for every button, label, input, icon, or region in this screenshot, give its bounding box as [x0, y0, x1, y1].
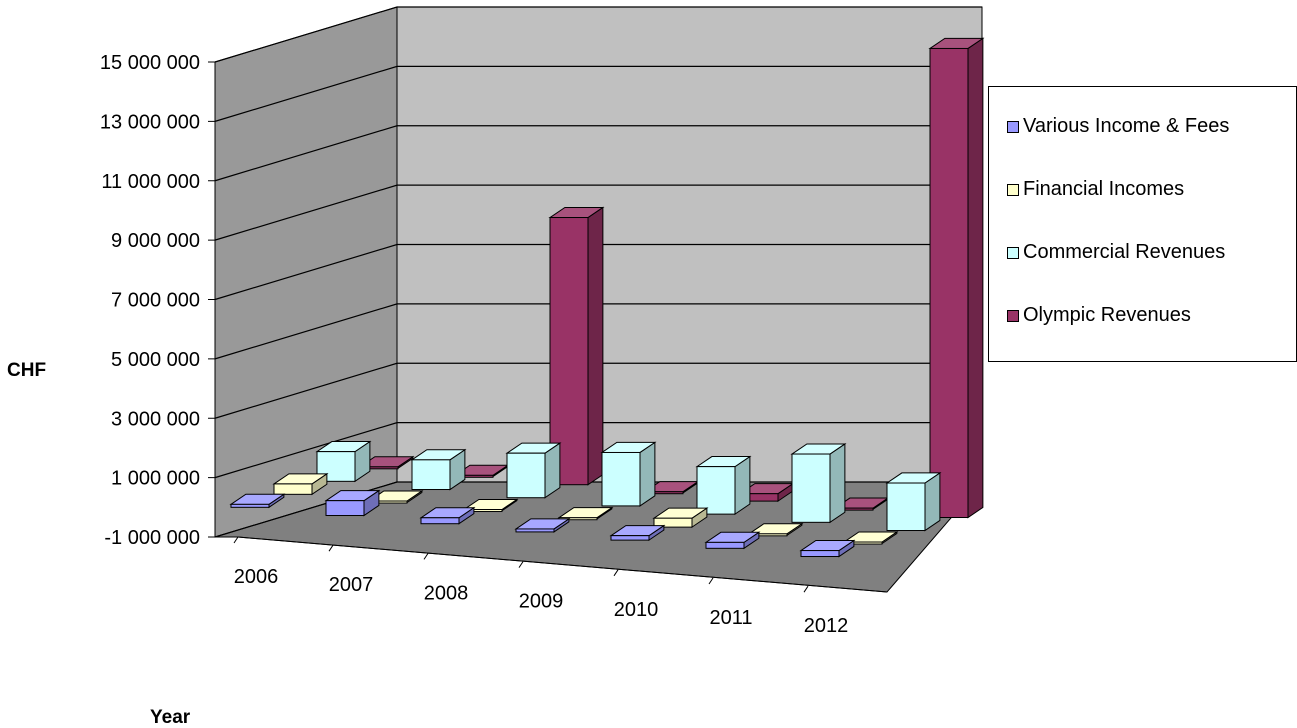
y-axis-title: CHF [7, 360, 46, 381]
x-tick-label: 2011 [709, 607, 752, 629]
y-tick-label: 5 000 000 [111, 349, 200, 371]
bar-commercial-revenues-2012 [885, 471, 942, 532]
x-tick-label: 2010 [614, 599, 659, 621]
x-tick-label: 2006 [234, 566, 279, 588]
bar-various-income-fees-2008 [419, 506, 476, 525]
bar-commercial-revenues-2011 [790, 443, 847, 524]
gridline [214, 243, 982, 301]
y-tick-label: 15 000 000 [100, 52, 200, 74]
y-tick-label: 7 000 000 [111, 290, 200, 312]
gridline [214, 184, 982, 241]
gridline [214, 303, 982, 360]
y-axis-ticks: 15 000 000 13 000 000 11 000 000 9 000 000 7… [100, 52, 200, 549]
bar-various-income-fees-2010 [609, 524, 666, 542]
bar-olympic-revenues-2012 [928, 37, 985, 519]
bar-olympic-revenues-2006 [358, 455, 415, 470]
bar-various-income-fees-2007 [324, 489, 381, 517]
x-tick-mark [803, 585, 809, 593]
x-tick-mark [613, 569, 619, 577]
bar-financial-incomes-2011 [747, 522, 804, 537]
gridline [214, 6, 982, 63]
x-tick-label: 2007 [329, 574, 374, 596]
x-tick-mark [518, 561, 524, 568]
x-tick-label: 2009 [519, 591, 564, 613]
legend-item: Olympic Revenues [1007, 304, 1191, 327]
legend-label: Commercial Revenues [1023, 241, 1226, 263]
x-axis-line [237, 536, 888, 593]
bar-various-income-fees-2006 [229, 493, 286, 509]
y-tick-label: 13 000 000 [100, 111, 200, 133]
x-tick-mark [328, 544, 334, 552]
bar-financial-incomes-2006 [272, 472, 329, 496]
chart-bars [229, 37, 985, 558]
x-axis-ticks: 2006 2007 2008 2009 2010 2011 2012 [233, 536, 849, 637]
legend-item: Financial Incomes [1007, 178, 1184, 201]
x-tick-mark [423, 553, 429, 560]
legend-swatch [1007, 246, 1019, 259]
legend-label: Olympic Revenues [1023, 304, 1191, 326]
bar-financial-incomes-2012 [842, 531, 899, 545]
x-tick-mark [708, 577, 714, 585]
bar-various-income-fees-2012 [799, 539, 856, 558]
bar-commercial-revenues-2009 [600, 441, 657, 507]
bar-various-income-fees-2009 [514, 517, 571, 533]
bar-financial-incomes-2008 [462, 498, 519, 513]
bar-commercial-revenues-2006 [315, 440, 372, 483]
gridline [214, 362, 982, 419]
legend: Various Income & Fees Financial Incomes Co… [988, 86, 1297, 362]
y-tick-label: -1 000 000 [104, 527, 200, 549]
legend-item: Various Income & Fees [1007, 115, 1229, 138]
bar-various-income-fees-2011 [704, 531, 761, 550]
y-tick-label: 11 000 000 [101, 171, 200, 193]
bar-commercial-revenues-2010 [695, 455, 752, 516]
gridline [214, 422, 982, 479]
bar-commercial-revenues-2008 [505, 442, 562, 499]
gridline [214, 65, 982, 122]
legend-swatch [1007, 309, 1019, 322]
x-axis-title: Year [150, 707, 191, 728]
legend-swatch [1007, 183, 1019, 196]
y-tick-label: 9 000 000 [111, 230, 200, 252]
gridline [214, 481, 982, 538]
bar-financial-incomes-2010 [652, 507, 709, 529]
y-tick-label: 1 000 000 [111, 468, 200, 490]
legend-label: Financial Incomes [1023, 178, 1185, 200]
bar-financial-incomes-2009 [557, 506, 614, 521]
legend-swatch [1007, 120, 1019, 133]
x-tick-mark [233, 536, 239, 544]
legend-item: Commercial Revenues [1007, 241, 1225, 264]
bar-olympic-revenues-2008 [548, 206, 605, 486]
gridlines [208, 6, 982, 593]
y-tick-label: 3 000 000 [111, 408, 200, 430]
legend-label: Various Income & Fees [1023, 115, 1230, 137]
gridline [214, 125, 982, 182]
x-tick-label: 2008 [424, 582, 469, 604]
bar-commercial-revenues-2007 [410, 448, 467, 491]
x-tick-label: 2012 [804, 615, 849, 637]
